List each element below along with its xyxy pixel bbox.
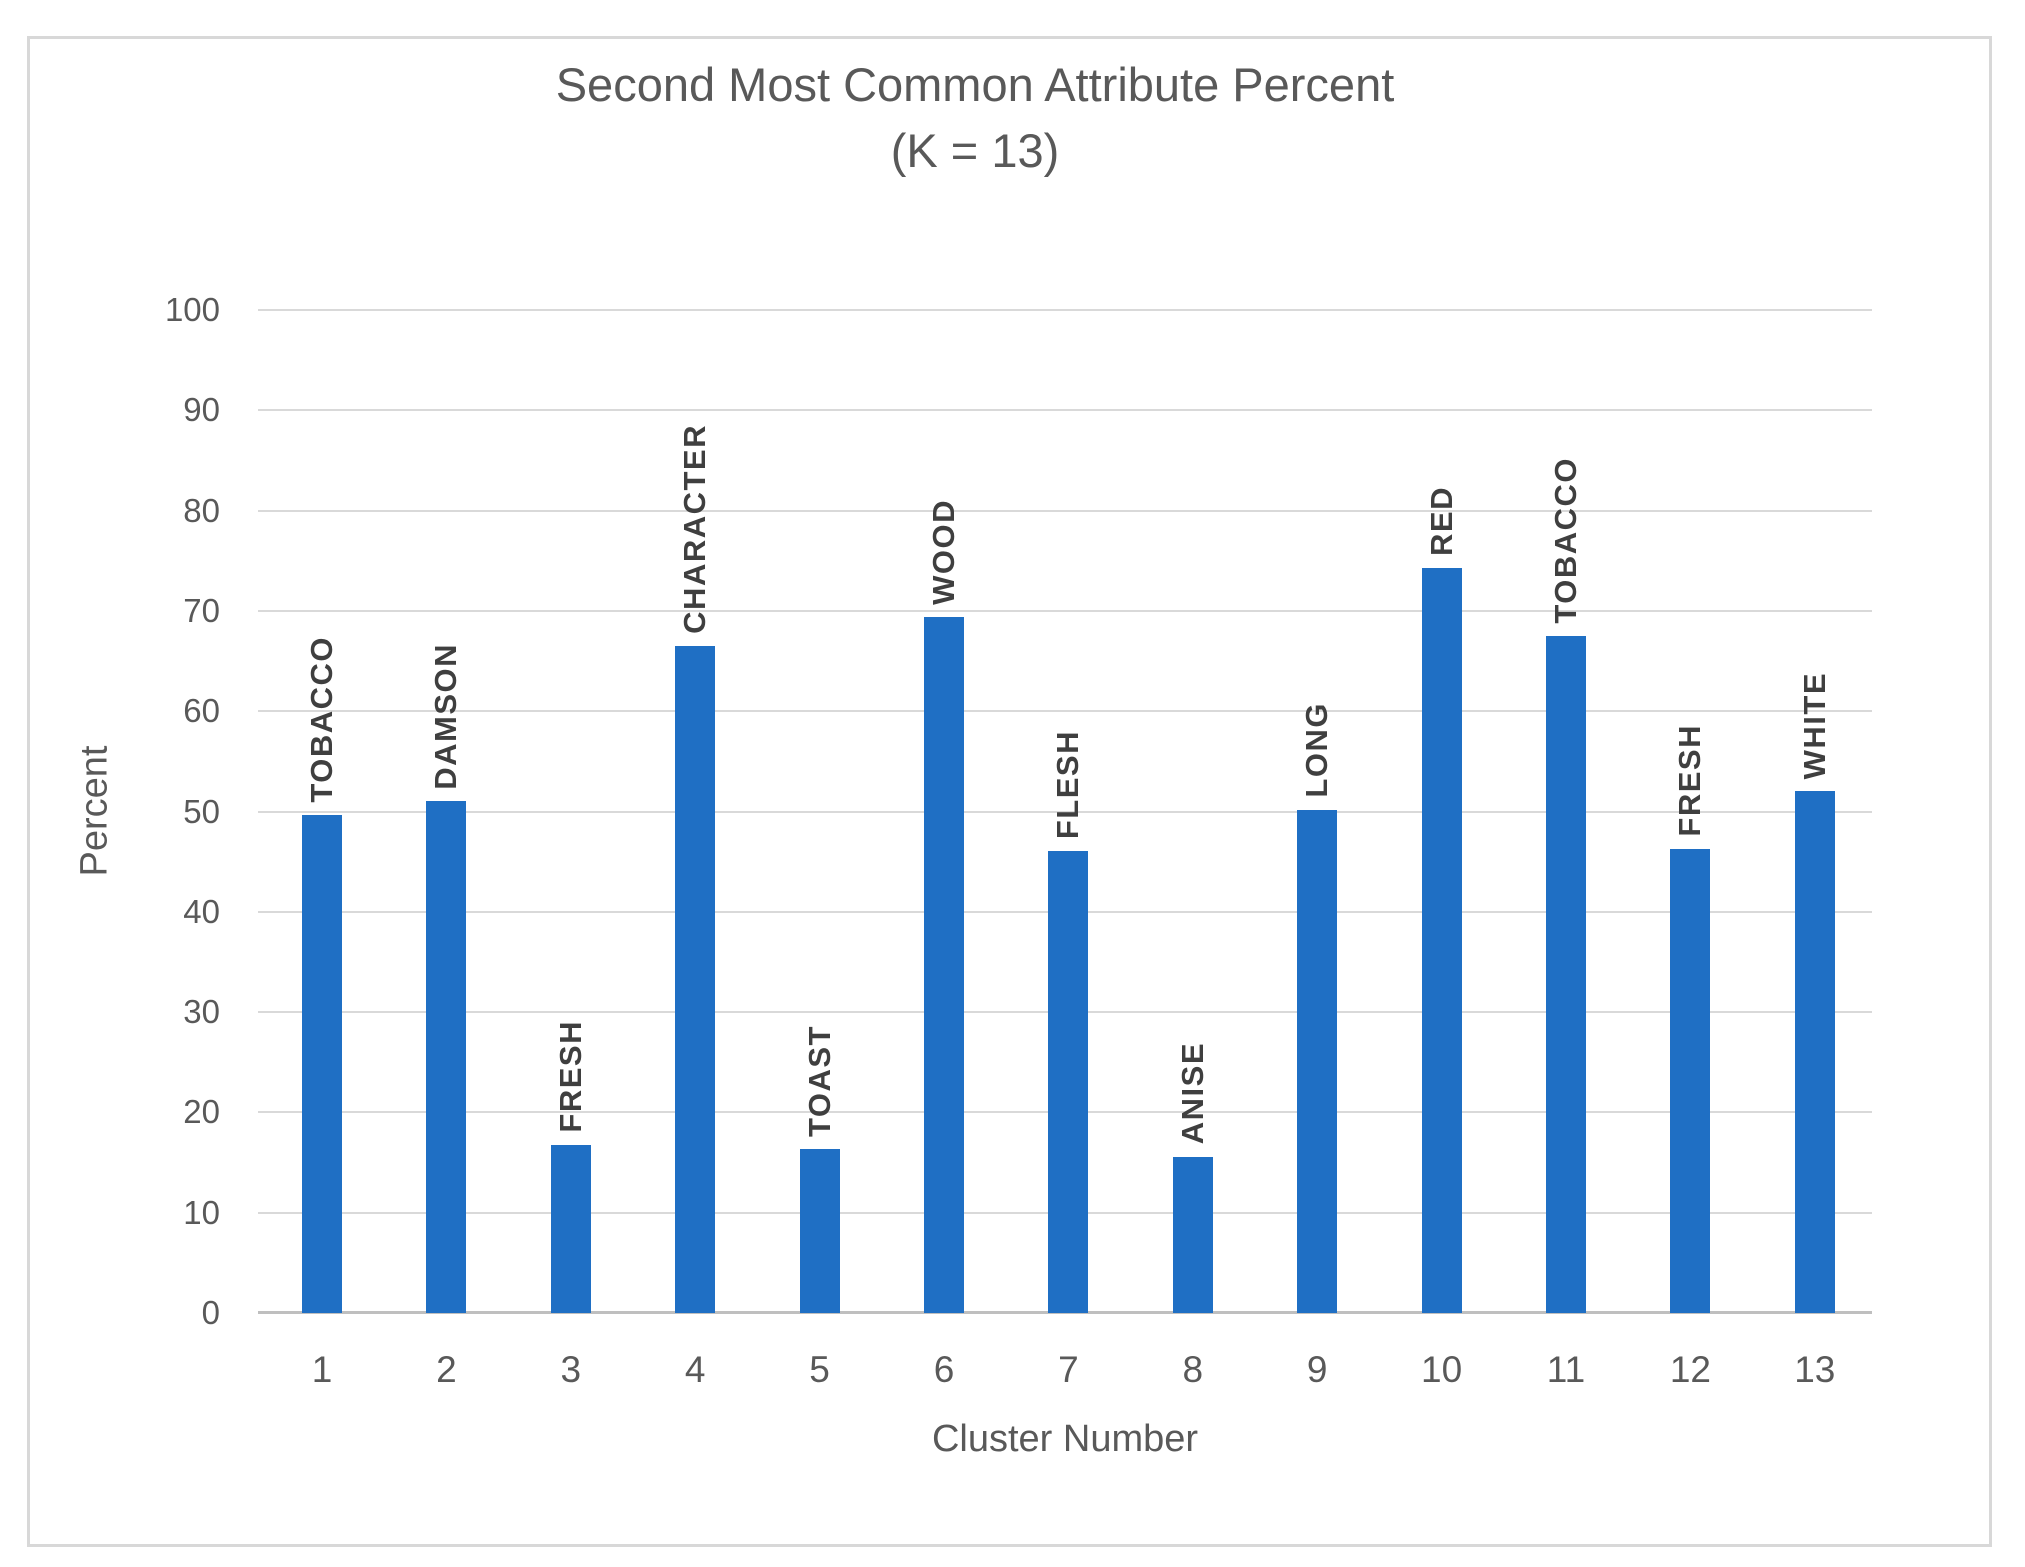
gridline [258,409,1872,412]
chart-title: Second Most Common Attribute Percent [555,58,1395,111]
bar-cluster-8 [1172,1156,1213,1313]
gridline [258,509,1872,512]
x-tick-label: 1 [311,1349,333,1390]
bar-attribute-label: FRESH [552,1019,588,1133]
bar-attribute-label-box: TOBACCO [1536,457,1596,624]
bar-cluster-6 [924,616,964,1313]
x-tick-label: 13 [1794,1349,1836,1390]
y-tick-label: 20 [183,1093,220,1131]
chart-outer-border [27,36,1992,1547]
y-tick-label: 100 [164,291,220,328]
bar-cluster-9 [1297,809,1338,1313]
bar-attribute-label: CHARACTER [677,424,713,635]
bar-cluster-7 [1048,850,1089,1313]
chart-subtitle: (K = 13) [890,123,1060,177]
y-tick-label: 30 [183,993,220,1031]
bar-attribute-label-box: LONG [1287,702,1347,798]
bar-attribute-label: TOBACCO [304,635,339,803]
y-tick-label: 40 [183,892,220,930]
bar-cluster-4 [675,646,716,1313]
y-tick-label: 10 [183,1193,220,1231]
x-tick-label: 5 [809,1349,830,1390]
bar-cluster-3 [550,1144,591,1313]
bar-cluster-10 [1421,567,1462,1313]
bar-attribute-label-box: WOOD [914,499,974,605]
y-tick-label: 70 [183,591,220,629]
bar-attribute-label-box: ANISE [1163,1042,1223,1144]
bar-cluster-5 [799,1148,840,1313]
bar-attribute-label: FRESH [1672,724,1708,837]
bar-attribute-label-box: FLESH [1038,730,1098,839]
gridline [258,609,1872,612]
bar-cluster-1 [302,814,342,1313]
gridline [258,309,1872,311]
gridline [258,710,1872,713]
bar-cluster-12 [1670,848,1711,1313]
bar-cluster-2 [426,801,467,1313]
x-tick-label: 8 [1182,1349,1204,1390]
y-tick-label: 50 [183,792,220,830]
bar-attribute-label-box: DAMSON [416,643,476,790]
bar-attribute-label: FLESH [1050,729,1086,839]
bar-attribute-label: TOAST [801,1024,837,1137]
x-tick-label: 10 [1421,1349,1463,1390]
bar-attribute-label: WOOD [926,499,961,605]
x-tick-label: 3 [560,1349,582,1390]
y-axis-title: Percent [73,745,116,877]
x-tick-label: 6 [933,1349,955,1390]
chart-title-block: Second Most Common Attribute Percent (K … [0,52,1950,184]
y-tick-label: 60 [183,692,220,730]
y-tick-label: 80 [183,491,220,529]
bar-attribute-label-box: FRESH [541,1020,601,1133]
bar-attribute-label-box: CHARACTER [665,424,725,634]
bar-attribute-label-box: WHITE [1785,672,1845,779]
bar-attribute-label-box: TOAST [790,1025,850,1137]
y-tick-label: 0 [201,1294,220,1331]
bar-cluster-13 [1794,791,1835,1313]
plot-area: 0 10 20 30 40 50 60 70 80 90 100 TOBACCO 1 DAMSON 2 FRE… [165,291,1872,1390]
bar-attribute-label-box: FRESH [1660,724,1720,837]
x-tick-label: 2 [436,1349,457,1390]
x-tick-label: 11 [1546,1349,1586,1390]
bar-attribute-label: LONG [1299,701,1335,798]
bar-attribute-label: DAMSON [428,642,464,790]
bar-attribute-label: ANISE [1174,1042,1210,1145]
x-tick-label: 9 [1306,1349,1328,1390]
bar-attribute-label-box: TOBACCO [292,636,352,803]
x-tick-label: 12 [1669,1349,1711,1390]
x-tick-label: 4 [684,1349,706,1390]
bar-attribute-label: TOBACCO [1548,457,1583,624]
y-tick-label: 90 [183,391,220,429]
x-axis-title: Cluster Number [931,1418,1199,1460]
bar-cluster-11 [1546,635,1586,1313]
bar-attribute-label-box: RED [1412,486,1472,556]
gridline [258,810,1872,813]
bar-attribute-label: RED [1423,485,1459,556]
bar-attribute-label: WHITE [1796,672,1832,780]
x-tick-label: 7 [1058,1349,1079,1390]
